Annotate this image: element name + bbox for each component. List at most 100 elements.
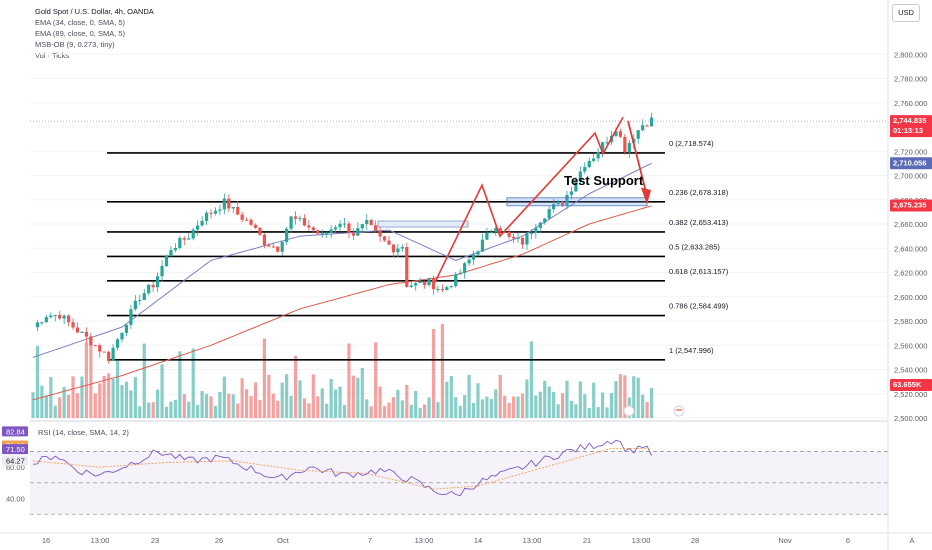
- moving-averages: [32, 162, 652, 401]
- candle-body: [529, 232, 533, 234]
- current-price-tag-label: 2,744.835: [893, 116, 926, 125]
- volume-price-tag-label: 63.655K: [893, 380, 922, 389]
- fibonacci-retracement: 0 (2,718.574) 0.236 (2,678.318) 0.382 (2,6…: [107, 139, 729, 361]
- candle-body: [583, 167, 587, 172]
- volume-bar: [280, 382, 284, 418]
- volume-bar: [463, 395, 467, 418]
- volume-bar: [62, 386, 66, 418]
- volume-bar: [649, 387, 654, 418]
- candle-body: [449, 286, 453, 288]
- volume-bar: [431, 328, 436, 418]
- candle-body: [334, 227, 338, 230]
- candle-body: [142, 293, 146, 300]
- candle-body: [525, 233, 529, 245]
- volume-bar: [405, 384, 409, 418]
- volume-bar: [71, 376, 75, 418]
- volume-bar: [115, 360, 120, 418]
- volume-bar: [583, 394, 587, 418]
- msb-ob-legend[interactable]: MSB-OB (9, 0.273, tiny): [35, 40, 115, 49]
- candle-body: [173, 248, 177, 251]
- volume-bar: [592, 382, 596, 418]
- candle-body: [565, 194, 569, 206]
- price-tick-label: 2,540.000: [894, 366, 927, 375]
- volume-bar: [67, 394, 71, 418]
- candle-body: [218, 209, 222, 211]
- volume-bar: [35, 346, 40, 418]
- volume-bar: [378, 386, 382, 418]
- volume-bar: [396, 389, 400, 418]
- candle-body: [204, 212, 209, 221]
- volume-bar: [480, 399, 485, 418]
- volume-bar: [596, 406, 600, 418]
- volume-bar: [182, 394, 186, 418]
- volume-bar: [503, 395, 507, 418]
- candle-body: [471, 254, 476, 260]
- ema89-price-tag: [890, 199, 932, 212]
- volume-bar: [245, 389, 249, 418]
- candle-body: [293, 216, 298, 219]
- price-tick-label: 2,640.000: [894, 244, 927, 253]
- volume-bar: [138, 406, 142, 418]
- volume-bar: [623, 375, 627, 418]
- candle-body: [374, 225, 378, 231]
- volume-bar: [552, 391, 556, 418]
- price-tick-label: 2,720.000: [894, 147, 927, 156]
- candle-body: [618, 131, 622, 137]
- volume-bar: [391, 397, 396, 418]
- volume-bar: [213, 405, 218, 418]
- candle-body: [454, 274, 458, 287]
- volume-bar: [556, 404, 560, 418]
- volume-bar: [436, 402, 440, 418]
- fib-label: 0.382 (2,653.413): [669, 218, 729, 227]
- candle-body: [320, 233, 324, 235]
- candle-body: [53, 314, 57, 316]
- order-block-zone: [377, 220, 469, 228]
- volume-bar: [204, 393, 209, 418]
- volume-bar: [249, 395, 253, 418]
- price-tick-label: 2,700.000: [894, 172, 927, 181]
- volume-bar: [347, 343, 351, 418]
- ema34-legend[interactable]: EMA (34, close, 0, SMA, 5): [35, 18, 126, 27]
- candle-body: [169, 250, 173, 256]
- volume-bar: [133, 377, 137, 418]
- volume-bar: [293, 355, 298, 418]
- volume-bar: [276, 400, 280, 418]
- candle-body: [111, 347, 115, 361]
- candle-body: [325, 232, 329, 234]
- candle-body: [520, 237, 525, 245]
- candle-body: [227, 198, 231, 209]
- volume-bar: [516, 396, 520, 418]
- price-tick-label: 2,500.000: [894, 414, 927, 423]
- candle-body: [49, 315, 53, 318]
- rsi-value-tag: [2, 455, 28, 466]
- volume-bar: [476, 383, 480, 418]
- volume-bar: [75, 393, 80, 418]
- fib-label: 0.786 (2,584.499): [669, 302, 729, 311]
- candle-body: [369, 220, 373, 226]
- volume-bar: [142, 343, 146, 418]
- candle-body: [543, 218, 547, 223]
- volume-bar: [40, 385, 44, 418]
- volume-bar: [147, 402, 151, 418]
- candle-body: [552, 204, 556, 210]
- volume-bar: [645, 402, 649, 418]
- arrow-head-icon: [641, 187, 651, 205]
- candle-body: [534, 227, 538, 233]
- time-tick-label: 13:00: [632, 536, 651, 545]
- volume-bar: [271, 393, 275, 418]
- currency-button[interactable]: USD: [892, 4, 920, 22]
- candle-body: [427, 278, 431, 285]
- volume-bar: [534, 395, 538, 418]
- volume-bar: [382, 406, 387, 418]
- price-tick-label: 2,660.000: [894, 220, 927, 229]
- candle-body: [360, 224, 364, 229]
- ema89-legend[interactable]: EMA (89, close, 0, SMA, 5): [35, 29, 126, 38]
- projection-zigzag: [434, 116, 624, 283]
- candle-body: [285, 228, 289, 242]
- volume-legend[interactable]: Vol · Ticks: [35, 51, 70, 60]
- candle-body: [356, 228, 360, 236]
- volume-bar: [507, 402, 511, 418]
- candle-body: [556, 201, 560, 205]
